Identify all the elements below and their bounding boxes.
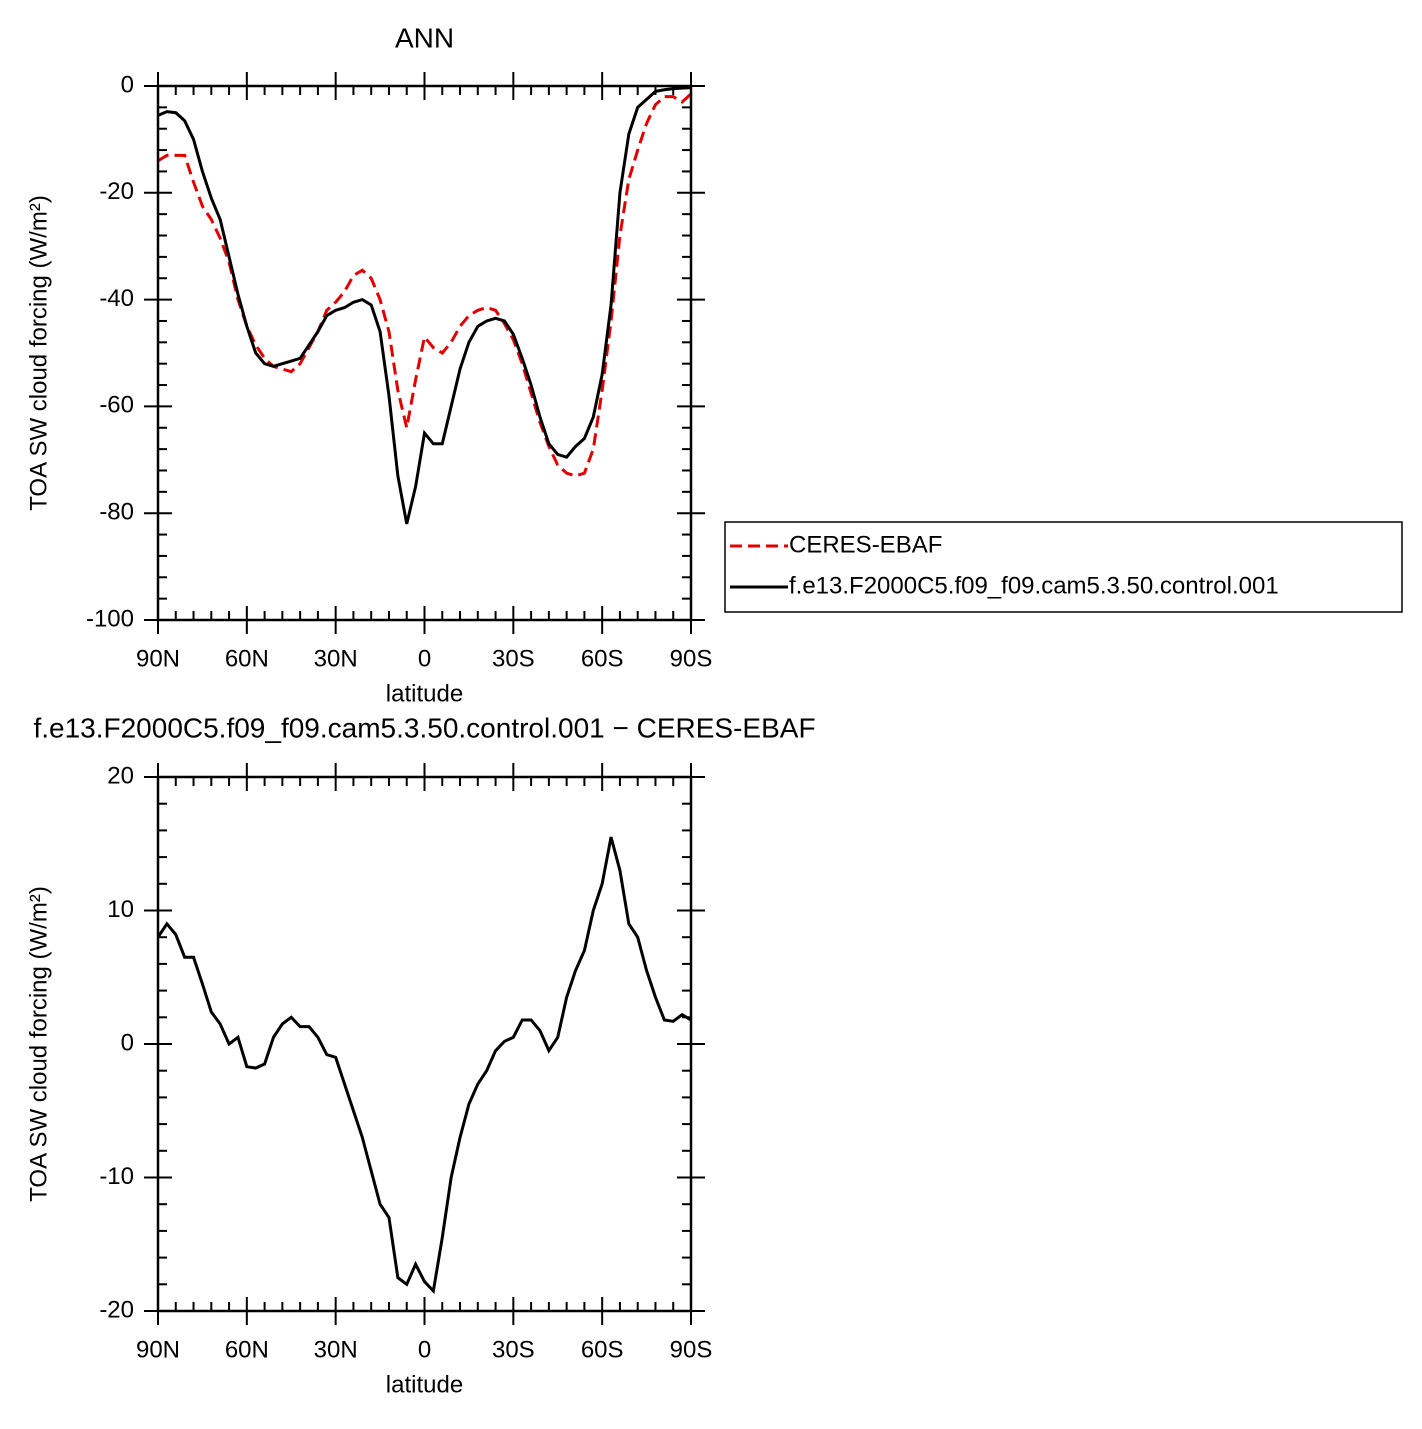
data-line	[157, 86, 692, 525]
data-line	[157, 92, 693, 478]
y-axis-label: TOA SW cloud forcing (W/m²)	[25, 886, 52, 1202]
x-tick-label: 0	[418, 645, 431, 672]
y-tick-label: -10	[99, 1163, 134, 1190]
plot-frame	[156, 775, 693, 1313]
x-tick-label: 60S	[581, 645, 624, 672]
x-tick-label: 30S	[492, 645, 535, 672]
y-tick-label: -100	[86, 605, 134, 632]
y-tick-label: -40	[99, 285, 134, 312]
y-tick-label: -20	[99, 178, 134, 205]
y-tick-label: 10	[107, 896, 134, 923]
x-tick-label: 90N	[136, 1336, 180, 1363]
x-axis-label: latitude	[386, 680, 463, 707]
x-tick-label: 30N	[314, 645, 358, 672]
legend-box	[724, 521, 1403, 613]
y-tick-label: 0	[121, 1029, 134, 1056]
y-tick-label: 20	[107, 762, 134, 789]
x-tick-label: 30S	[492, 1336, 535, 1363]
x-tick-label: 30N	[314, 1336, 358, 1363]
x-tick-label: 60S	[581, 1336, 624, 1363]
y-axis-label: TOA SW cloud forcing (W/m²)	[25, 195, 52, 511]
plot-frame	[156, 84, 693, 622]
y-tick-label: -20	[99, 1296, 134, 1323]
x-tick-label: 0	[418, 1336, 431, 1363]
x-tick-label: 60N	[225, 645, 269, 672]
x-tick-label: 90S	[670, 645, 713, 672]
x-axis-label: latitude	[386, 1371, 463, 1398]
data-line	[156, 836, 692, 1295]
legend-label: f.e13.F2000C5.f09_f09.cam5.3.50.control.…	[789, 572, 1279, 599]
x-tick-label: 90S	[670, 1336, 713, 1363]
chart-title: ANN	[395, 22, 454, 53]
chart-title: f.e13.F2000C5.f09_f09.cam5.3.50.control.…	[33, 712, 815, 743]
legend-label: CERES-EBAF	[789, 531, 942, 558]
x-tick-label: 60N	[225, 1336, 269, 1363]
x-tick-label: 90N	[136, 645, 180, 672]
y-tick-label: -80	[99, 499, 134, 526]
y-tick-label: -60	[99, 392, 134, 419]
y-tick-label: 0	[121, 71, 134, 98]
